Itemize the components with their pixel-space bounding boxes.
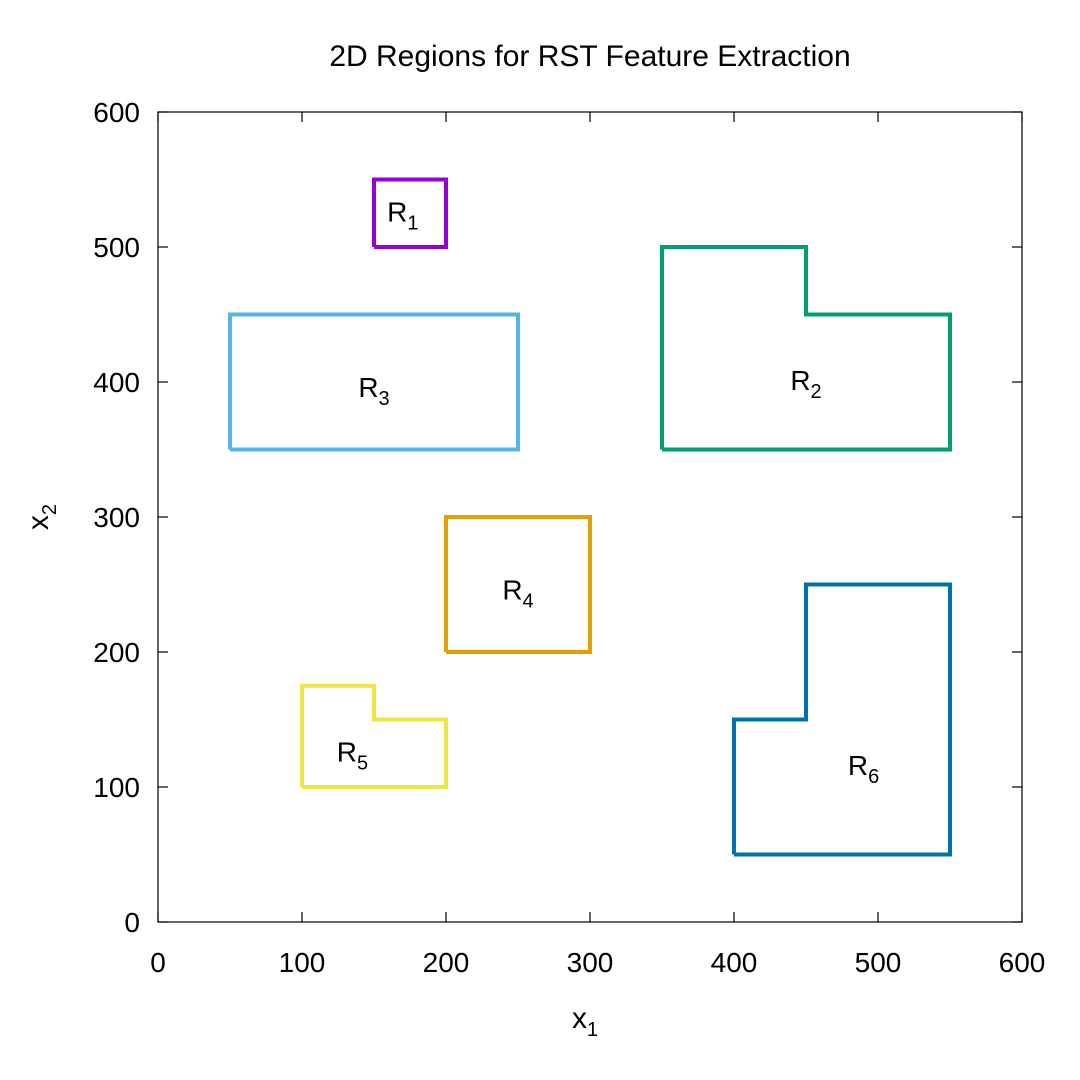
x-axis-label: x1 [572, 1002, 598, 1041]
x-tick-label: 100 [279, 947, 326, 978]
x-tick-label: 500 [855, 947, 902, 978]
y-tick-label: 200 [93, 637, 140, 668]
y-tick-label: 400 [93, 367, 140, 398]
region-r6-outline [732, 582, 952, 857]
y-tick-label: 500 [93, 232, 140, 263]
region-r5-label: R5 [337, 736, 368, 774]
y-tick-label: 100 [93, 772, 140, 803]
x-tick-label: 600 [999, 947, 1046, 978]
region-r3-outline [228, 312, 520, 452]
x-tick-label: 400 [711, 947, 758, 978]
x-tick-label: 0 [150, 947, 166, 978]
y-tick-label: 600 [93, 97, 140, 128]
region-r1-label: R1 [387, 196, 418, 234]
y-tick-label: 300 [93, 502, 140, 533]
x-tick-label: 200 [423, 947, 470, 978]
region-r4-label: R4 [502, 574, 533, 612]
region-r6-label: R6 [848, 750, 879, 788]
regions: R1 R2 R3 R4 R5 R6 [228, 177, 952, 857]
region-r1-outline [372, 177, 448, 249]
x-tick-label: 300 [567, 947, 614, 978]
region-r2-outline [660, 245, 952, 452]
region-r5-outline [300, 683, 448, 789]
region-r2-label: R2 [790, 365, 821, 403]
axis-ticks: 0 100 200 300 400 500 600 0 100 200 300 400 500 600 [93, 97, 1045, 978]
y-axis-label: x2 [22, 504, 61, 530]
y-tick-label: 0 [124, 907, 140, 938]
region-r3-label: R3 [358, 372, 389, 410]
region-r4-outline [444, 515, 592, 654]
chart-title: 2D Regions for RST Feature Extraction [329, 40, 850, 73]
